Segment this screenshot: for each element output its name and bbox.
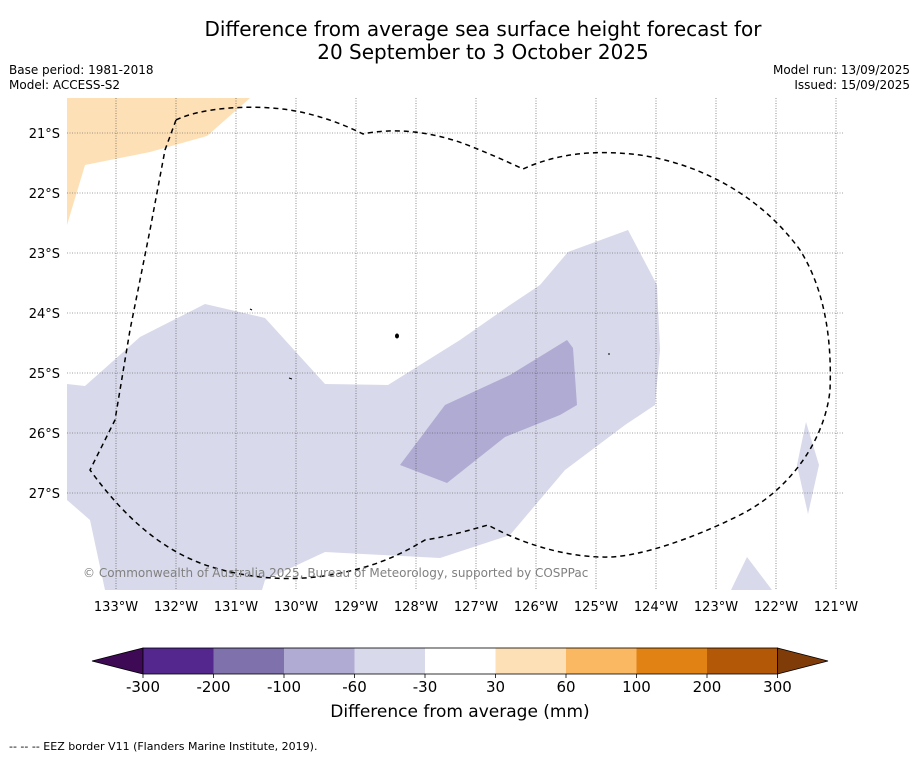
colorbar-bin — [636, 648, 707, 674]
model-name: Model: ACCESS-S2 — [9, 78, 121, 92]
negative-anomaly-patch-southeast — [731, 557, 772, 590]
model-run: Model run: 13/09/2025 — [772, 63, 910, 77]
negative-anomaly-sliver-east — [797, 422, 819, 514]
colorbar-tick-label: 100 — [622, 678, 651, 696]
colorbar-extend-low — [91, 647, 144, 675]
positive-anomaly-region — [67, 98, 250, 225]
negative-anomaly-region-inner — [400, 340, 577, 483]
colorbar-bin — [143, 648, 214, 674]
colorbar-bin — [495, 648, 566, 674]
lat-label: 24°S — [29, 307, 60, 322]
colorbar-tick-label: 200 — [693, 678, 722, 696]
meta-left: Base period: 1981-2018 Model: ACCESS-S2 — [9, 63, 154, 93]
lat-label: 21°S — [29, 127, 60, 142]
lat-label: 26°S — [29, 427, 60, 442]
island — [288, 377, 293, 380]
eez-legend-note: -- -- -- EEZ border V11 (Flanders Marine… — [9, 740, 318, 753]
colorbar-bin — [707, 648, 778, 674]
colorbar-extend-high — [777, 647, 829, 675]
lon-label: 128°W — [394, 600, 438, 615]
colorbar-tick-label: 60 — [556, 678, 575, 696]
lon-label: 127°W — [454, 600, 498, 615]
longitude-labels: 133°W 132°W 131°W 130°W 129°W 128°W 127°W 126°W… — [94, 600, 858, 615]
colorbar-tick-label: -100 — [267, 678, 301, 696]
colorbar-bin — [354, 648, 425, 674]
colorbar-bin — [425, 648, 496, 674]
map-area — [67, 98, 843, 590]
lon-label: 130°W — [274, 600, 318, 615]
lon-label: 122°W — [754, 600, 798, 615]
lon-label: 125°W — [574, 600, 618, 615]
colorbar-bin — [566, 648, 637, 674]
lon-label: 133°W — [94, 600, 138, 615]
lon-label: 121°W — [814, 600, 858, 615]
colorbar-tick-label: -200 — [196, 678, 230, 696]
colorbar-tick-label: -60 — [342, 678, 367, 696]
colorbar: -300 -200 -100 -60 -30 30 60 100 200 300 — [91, 647, 829, 696]
lon-label: 124°W — [634, 600, 678, 615]
eez-border — [89, 106, 832, 580]
negative-anomaly-region-large — [67, 230, 660, 590]
colorbar-tick-label: 300 — [763, 678, 792, 696]
map-title: Difference from average sea surface heig… — [0, 18, 919, 64]
lon-label: 126°W — [514, 600, 558, 615]
lat-label: 25°S — [29, 367, 60, 382]
colorbar-tick-label: 30 — [486, 678, 505, 696]
base-period: Base period: 1981-2018 — [9, 63, 154, 77]
copyright-notice: © Commonwealth of Australia 2025, Bureau… — [83, 566, 588, 580]
colorbar-bin — [284, 648, 355, 674]
colorbar-bin — [213, 648, 284, 674]
island — [395, 333, 399, 339]
island — [249, 308, 253, 311]
issued-date: Issued: 15/09/2025 — [794, 78, 910, 92]
title-line-1: Difference from average sea surface heig… — [204, 17, 762, 41]
latitude-labels: 21°S 22°S 23°S 24°S 25°S 26°S 27°S — [29, 127, 60, 502]
colorbar-title: Difference from average (mm) — [330, 702, 590, 722]
colorbar-tick-label: -300 — [126, 678, 160, 696]
lat-label: 27°S — [29, 487, 60, 502]
lat-label: 22°S — [29, 187, 60, 202]
lon-label: 123°W — [694, 600, 738, 615]
lon-label: 129°W — [334, 600, 378, 615]
lon-label: 131°W — [214, 600, 258, 615]
title-line-2: 20 September to 3 October 2025 — [317, 40, 649, 64]
gridlines — [67, 98, 843, 590]
lon-label: 132°W — [154, 600, 198, 615]
lat-label: 23°S — [29, 247, 60, 262]
colorbar-tick-label: -30 — [413, 678, 438, 696]
meta-right: Model run: 13/09/2025 Issued: 15/09/2025 — [773, 63, 910, 93]
colorbar-frame — [142, 647, 778, 675]
